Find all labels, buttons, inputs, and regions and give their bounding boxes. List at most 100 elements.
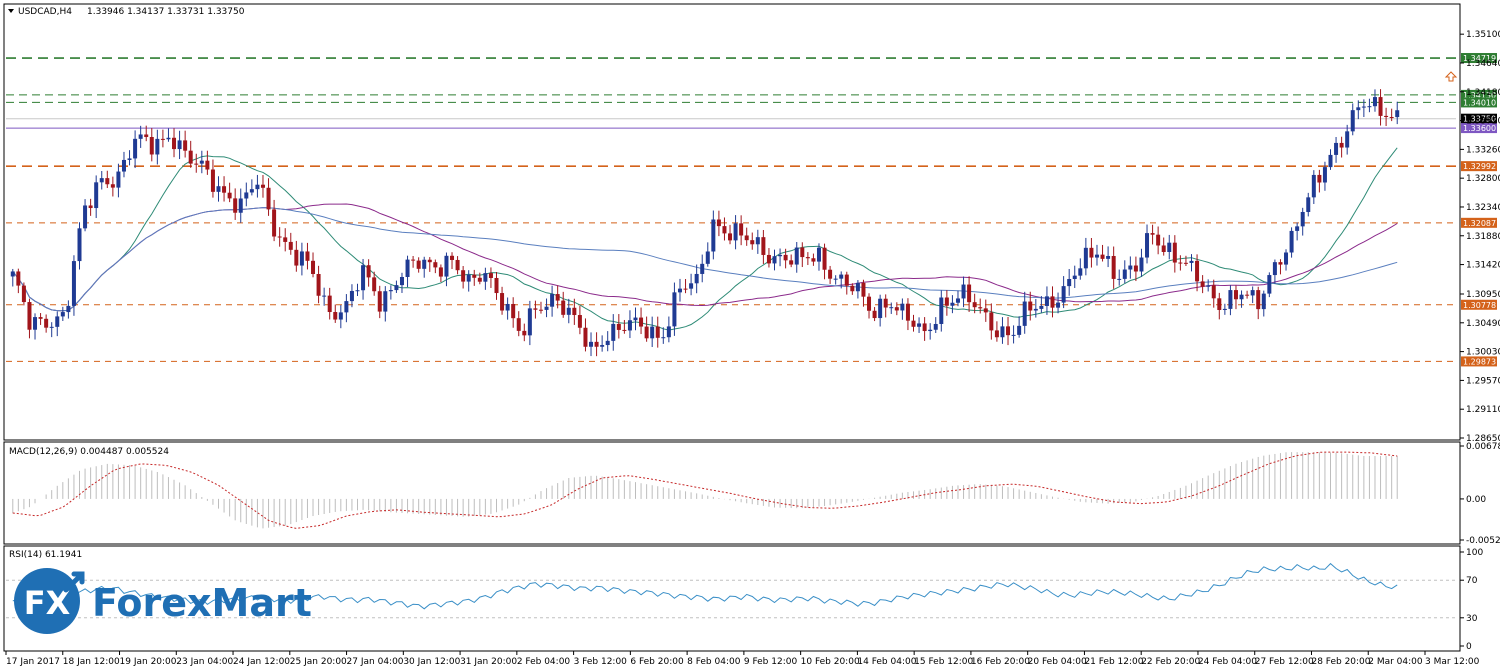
candle-body bbox=[872, 310, 877, 319]
price-tick-label: 1.28650 bbox=[1466, 434, 1500, 444]
candle-body bbox=[961, 284, 966, 299]
level-tag-label: 1.32087 bbox=[1463, 219, 1496, 228]
candle-body bbox=[1106, 255, 1111, 259]
price-tick-label: 1.31880 bbox=[1466, 232, 1500, 242]
candle-body bbox=[1000, 326, 1005, 338]
candle-body bbox=[311, 260, 316, 274]
candle-body bbox=[427, 259, 432, 263]
candle-body bbox=[839, 274, 844, 279]
candle-body bbox=[1239, 294, 1244, 300]
level-tag bbox=[1461, 97, 1497, 108]
candle-body bbox=[911, 320, 916, 327]
level-tag-label: 1.33750 bbox=[1463, 115, 1496, 124]
candle-body bbox=[1150, 233, 1155, 235]
candle-body bbox=[600, 345, 605, 347]
candle-body bbox=[349, 290, 354, 302]
candle-body bbox=[1345, 131, 1350, 148]
candle-body bbox=[333, 312, 338, 320]
candle-body bbox=[644, 326, 649, 339]
candle-body bbox=[411, 259, 416, 261]
time-tick-label: 24 Feb 04:00 bbox=[1198, 657, 1257, 667]
candle-body bbox=[316, 273, 321, 296]
candle-body bbox=[928, 329, 933, 332]
candle-body bbox=[88, 205, 93, 209]
candle-body bbox=[1195, 260, 1200, 282]
time-tick-label: 30 Jan 12:00 bbox=[403, 657, 460, 667]
candle-body bbox=[244, 192, 249, 199]
candle-body bbox=[627, 320, 632, 331]
time-tick-label: 23 Jan 04:00 bbox=[176, 657, 233, 667]
price-tick-label: 1.30030 bbox=[1466, 348, 1500, 358]
candle-body bbox=[44, 318, 49, 328]
candle-body bbox=[433, 262, 438, 268]
candle-body bbox=[155, 138, 160, 155]
candle-body bbox=[249, 189, 254, 193]
candle-body bbox=[199, 160, 204, 164]
candle-body bbox=[1222, 308, 1227, 310]
candle-body bbox=[110, 184, 115, 188]
candle-body bbox=[21, 285, 26, 303]
candle-body bbox=[183, 140, 188, 151]
price-tick-label: 1.34180 bbox=[1466, 88, 1500, 98]
level-tag bbox=[1461, 217, 1497, 228]
symbol-menu-icon[interactable] bbox=[8, 9, 14, 13]
candle-body bbox=[527, 308, 532, 336]
time-tick-label: 27 Jan 04:00 bbox=[347, 657, 404, 667]
candle-body bbox=[522, 330, 527, 336]
candle-body bbox=[116, 171, 121, 188]
candle-body bbox=[544, 306, 549, 310]
price-tick-label: 1.33720 bbox=[1466, 117, 1500, 127]
time-tick-label: 10 Feb 20:00 bbox=[801, 657, 860, 667]
time-tick-label: 9 Feb 12:00 bbox=[744, 657, 798, 667]
candle-body bbox=[989, 312, 994, 331]
rsi-pane bbox=[3, 545, 1461, 652]
price-pane bbox=[3, 3, 1461, 441]
candle-body bbox=[1378, 97, 1383, 116]
candle-body bbox=[1033, 308, 1038, 311]
candle-body bbox=[38, 317, 43, 319]
candle-body bbox=[272, 209, 277, 237]
candle-body bbox=[1228, 290, 1233, 309]
candle-body bbox=[655, 326, 660, 338]
candle-body bbox=[288, 241, 293, 250]
time-tick-label: 8 Feb 04:00 bbox=[687, 657, 741, 667]
candle-body bbox=[194, 163, 199, 165]
candle-body bbox=[1311, 174, 1316, 198]
candle-body bbox=[227, 192, 232, 199]
candle-body bbox=[1094, 254, 1099, 258]
candle-body bbox=[1128, 265, 1133, 270]
candle-body bbox=[555, 294, 560, 301]
time-tick-label: 3 Feb 12:00 bbox=[574, 657, 628, 667]
candle-body bbox=[266, 187, 271, 210]
candle-body bbox=[99, 178, 104, 183]
time-tick-label: 24 Jan 12:00 bbox=[233, 657, 290, 667]
candle-body bbox=[1122, 269, 1127, 279]
level-tag bbox=[1461, 123, 1497, 134]
candle-body bbox=[1167, 242, 1172, 252]
forexmart-logo: FX ForexMart bbox=[14, 568, 312, 634]
candle-body bbox=[1211, 285, 1216, 299]
candle-body bbox=[666, 326, 671, 338]
time-tick-label: 2 Feb 04:00 bbox=[517, 657, 571, 667]
candle-body bbox=[1028, 301, 1033, 311]
candle-body bbox=[1206, 285, 1211, 287]
candle-body bbox=[1011, 334, 1016, 336]
candle-body bbox=[744, 235, 749, 241]
candle-body bbox=[488, 273, 493, 278]
candle-body bbox=[1322, 167, 1327, 183]
candle-body bbox=[1395, 110, 1400, 118]
time-tick-label: 16 Feb 20:00 bbox=[971, 657, 1030, 667]
candle-body bbox=[900, 303, 905, 311]
macd-tick-label: 0.006783 bbox=[1466, 442, 1500, 452]
candle-body bbox=[372, 277, 377, 292]
candle-body bbox=[1111, 255, 1116, 279]
candle-body bbox=[705, 251, 710, 264]
candle-body bbox=[861, 282, 866, 297]
candle-body bbox=[299, 251, 304, 266]
time-tick-label: 2 Mar 04:00 bbox=[1368, 657, 1423, 667]
candle-body bbox=[77, 228, 82, 262]
candle-body bbox=[1178, 262, 1183, 264]
candle-body bbox=[172, 137, 177, 150]
candle-body bbox=[572, 307, 577, 316]
macd-tick-label: 0.00 bbox=[1466, 495, 1486, 505]
